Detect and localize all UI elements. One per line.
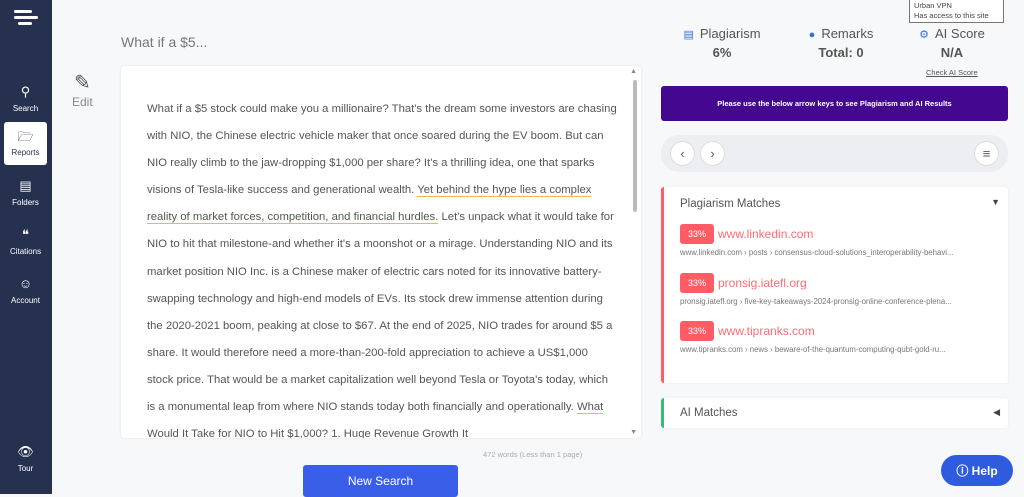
- nav-label: Tour: [17, 464, 34, 473]
- ai-matches-panel[interactable]: AI Matches ◀: [661, 398, 1008, 428]
- match-site-link[interactable]: pronsig.iatefl.org: [718, 276, 807, 290]
- prev-arrow-button[interactable]: ‹: [670, 141, 695, 166]
- panel-title[interactable]: Plagiarism Matches: [680, 198, 781, 210]
- logo-icon[interactable]: [14, 10, 38, 30]
- match-path: www.linkedin.com › posts › consensus-clo…: [680, 248, 954, 257]
- remarks-value: Total: 0: [818, 45, 864, 60]
- word-count: 472 words (Less than 1 page): [483, 450, 583, 459]
- folder-icon: 🗁: [17, 129, 34, 144]
- text-segment: Let's unpack what it would take for NIO …: [147, 211, 614, 414]
- match-percent: 33%: [680, 273, 714, 293]
- sidebar-item-citations[interactable]: ❝ Citations: [4, 221, 47, 264]
- plagiarism-value: 6%: [712, 45, 732, 60]
- edit-button[interactable]: ✎ Edit: [72, 70, 93, 109]
- match-site-link[interactable]: www.tipranks.com: [718, 324, 815, 338]
- sidebar-item-tour[interactable]: 👁 Tour: [4, 438, 47, 481]
- panel-title: AI Matches: [680, 407, 738, 419]
- match-site-link[interactable]: www.linkedin.com: [718, 227, 814, 241]
- sidebar-item-account[interactable]: ☺ Account: [4, 270, 47, 313]
- question-icon: ⓘ: [956, 464, 969, 478]
- scroll-down-arrow[interactable]: ▼: [630, 429, 637, 436]
- text-segment: What if a $5 stock could make you a mill…: [147, 103, 617, 197]
- info-banner: Please use the below arrow keys to see P…: [661, 86, 1008, 121]
- sidebar: ⚲ Search 🗁 Reports ▤ Folders ❝ Citations ☺ Ac…: [0, 0, 52, 494]
- chip-icon: ⚙: [919, 29, 929, 41]
- match-percent: 33%: [680, 224, 714, 244]
- nav-label: Reports: [11, 148, 40, 157]
- nav-label: Account: [11, 296, 40, 305]
- ai-score-value: N/A: [940, 45, 964, 60]
- user-icon: ☺: [18, 276, 33, 291]
- quote-icon: ❝: [22, 227, 29, 242]
- caret-left-icon[interactable]: ◀: [993, 407, 1000, 417]
- scroll-up-arrow[interactable]: ▲: [630, 68, 637, 75]
- remarks-stat: ● Remarks Total: 0: [786, 26, 896, 60]
- match-item[interactable]: 33% www.tipranks.com www.tipranks.com › ne…: [680, 321, 946, 354]
- list-icon: ▤: [19, 178, 32, 193]
- menu-button[interactable]: ≡: [974, 141, 999, 166]
- highlighted-match[interactable]: What Would It Take for NIO to Hit $1,000…: [147, 401, 604, 438]
- nav-label: Folders: [12, 198, 39, 207]
- tooltip-title: Urban VPN: [914, 1, 952, 10]
- users-icon: ●: [808, 29, 816, 41]
- stat-label: Plagiarism: [699, 26, 761, 41]
- match-path: www.tipranks.com › news › beware-of-the-…: [680, 345, 946, 354]
- plagiarism-stat: ▤ Plagiarism 6%: [667, 26, 777, 60]
- results-navigation: ‹ › ≡: [661, 135, 1008, 172]
- search-icon: ⚲: [20, 84, 31, 99]
- caret-down-icon[interactable]: ▼: [991, 197, 1000, 207]
- scrollbar-thumb[interactable]: [633, 80, 637, 212]
- eye-icon: 👁: [17, 444, 34, 459]
- match-item[interactable]: 33% www.linkedin.com www.linkedin.com › po…: [680, 224, 953, 257]
- sidebar-item-folders[interactable]: ▤ Folders: [4, 172, 47, 215]
- match-item[interactable]: 33% pronsig.iatefl.org pronsig.iatefl.org …: [680, 273, 952, 306]
- server-icon: ▤: [683, 29, 694, 41]
- check-ai-score-link[interactable]: Check AI Score: [926, 68, 978, 77]
- stat-label: Remarks: [821, 26, 874, 41]
- sidebar-item-reports[interactable]: 🗁 Reports: [4, 122, 47, 165]
- new-search-button[interactable]: New Search: [303, 465, 458, 497]
- tooltip-text: Has access to this site: [914, 11, 989, 20]
- edit-icon: ✎: [73, 72, 91, 94]
- match-path: pronsig.iatefl.org › five-key-takeaways-…: [680, 297, 952, 306]
- stat-label: AI Score: [935, 26, 985, 41]
- plagiarism-matches-panel: Plagiarism Matches ▼ 33% www.linkedin.com…: [661, 187, 1008, 383]
- text-segment: 1. Huge Revenue Growth It: [328, 428, 469, 438]
- nav-label: Search: [12, 104, 39, 113]
- document-text[interactable]: What if a $5 stock could make you a mill…: [147, 96, 617, 438]
- tooltip: Urban VPN Has access to this site: [909, 0, 1004, 23]
- highlighted-match[interactable]: Yet behind the hype lies a complex reali…: [147, 184, 592, 225]
- edit-label: Edit: [72, 95, 93, 109]
- ai-score-stat: ⚙ AI Score N/A: [897, 26, 1007, 60]
- document-title: What if a $5...: [121, 34, 208, 50]
- next-arrow-button[interactable]: ›: [700, 141, 725, 166]
- text-editor[interactable]: What if a $5 stock could make you a mill…: [121, 66, 641, 438]
- sidebar-item-search[interactable]: ⚲ Search: [4, 78, 47, 121]
- match-percent: 33%: [680, 321, 714, 341]
- help-button[interactable]: ⓘ Help: [941, 455, 1013, 486]
- help-label: Help: [971, 464, 998, 478]
- nav-label: Citations: [9, 247, 42, 256]
